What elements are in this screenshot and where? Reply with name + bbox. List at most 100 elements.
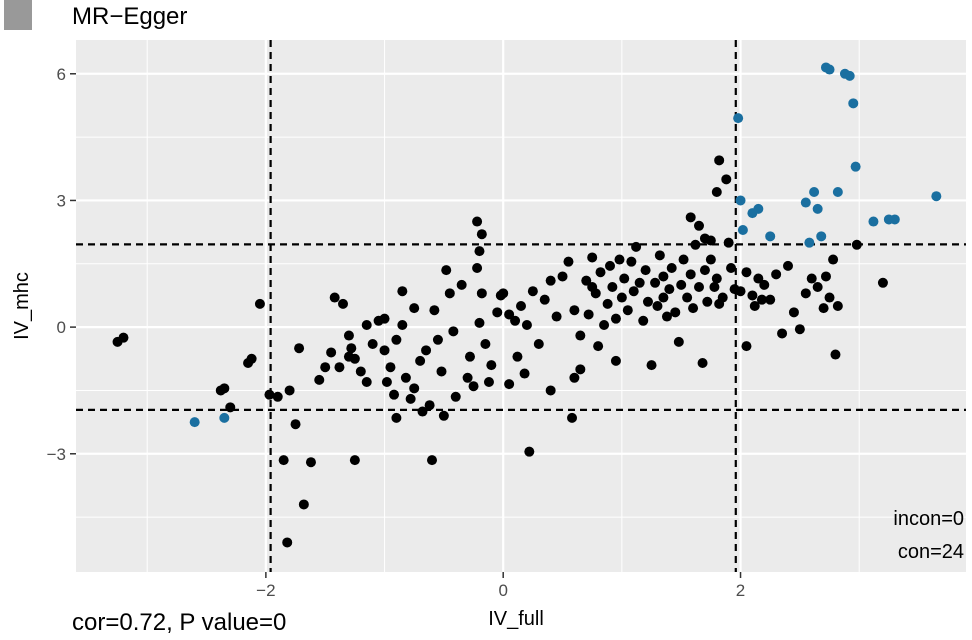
data-point-highlighted	[809, 187, 820, 197]
data-point	[634, 277, 645, 288]
data-point	[450, 391, 461, 402]
data-point	[329, 292, 340, 303]
legend-key-swatch	[4, 0, 32, 30]
data-point	[557, 271, 568, 282]
data-point	[806, 273, 817, 284]
data-point	[512, 351, 523, 362]
data-point	[717, 292, 728, 303]
data-point	[400, 372, 411, 383]
data-point	[346, 343, 357, 354]
data-point	[391, 412, 402, 423]
data-point	[800, 288, 811, 299]
data-point	[654, 250, 665, 261]
data-point	[112, 336, 123, 347]
data-point	[711, 187, 722, 197]
data-point	[381, 377, 392, 387]
data-point	[343, 351, 354, 362]
y-tick-label: −3	[47, 445, 66, 464]
axis-ticks: −2 0 2 −3 0 3 6	[47, 65, 746, 600]
data-point	[510, 315, 521, 326]
data-point-highlighted	[889, 214, 900, 225]
data-point-highlighted	[844, 70, 855, 81]
data-point	[334, 362, 345, 373]
data-point	[282, 537, 293, 548]
data-point	[462, 372, 473, 383]
data-point	[284, 385, 295, 396]
data-point	[602, 298, 613, 309]
data-point	[694, 220, 704, 231]
data-point	[355, 366, 366, 377]
data-point	[474, 317, 485, 328]
data-point	[587, 252, 598, 263]
data-point-highlighted	[189, 417, 200, 428]
data-point	[326, 347, 337, 358]
data-point	[551, 311, 562, 322]
data-point	[765, 294, 776, 305]
data-point	[666, 263, 677, 273]
data-point	[788, 307, 799, 318]
data-point	[385, 362, 396, 373]
data-point	[480, 339, 491, 349]
data-point	[519, 368, 530, 379]
data-point	[349, 455, 360, 466]
data-point	[272, 391, 283, 402]
data-point-highlighted	[850, 161, 861, 172]
data-point	[664, 284, 675, 295]
data-point	[575, 364, 586, 375]
data-point	[702, 296, 713, 307]
data-point	[626, 256, 637, 267]
data-point	[705, 254, 716, 265]
data-point	[595, 267, 606, 278]
data-point	[367, 339, 378, 349]
data-point	[305, 457, 316, 468]
data-point	[877, 277, 888, 288]
data-point	[492, 307, 503, 318]
data-point	[567, 412, 578, 423]
data-point	[254, 298, 265, 309]
data-point	[397, 286, 408, 297]
data-point	[476, 288, 487, 299]
data-point	[444, 288, 455, 299]
data-point	[468, 381, 479, 392]
data-point	[599, 320, 610, 330]
data-point	[723, 237, 734, 248]
data-point	[472, 216, 483, 227]
data-point-highlighted	[800, 197, 811, 208]
data-point-highlighted	[824, 64, 835, 75]
data-point	[828, 254, 839, 265]
data-point	[575, 330, 586, 341]
data-point	[361, 320, 372, 330]
data-point	[640, 265, 651, 276]
data-point-highlighted	[735, 195, 746, 206]
data-point	[246, 353, 257, 364]
data-point	[278, 455, 289, 466]
data-point	[527, 286, 538, 297]
data-point	[673, 336, 684, 347]
data-point	[832, 301, 843, 311]
data-point-highlighted	[733, 113, 744, 124]
data-point	[436, 366, 447, 377]
data-point	[483, 377, 494, 387]
data-point	[705, 235, 716, 246]
data-point	[741, 341, 752, 352]
data-point	[753, 273, 764, 284]
data-point	[581, 275, 592, 286]
data-point	[379, 313, 390, 324]
data-point	[652, 301, 663, 311]
data-point-highlighted	[737, 225, 748, 235]
data-point	[631, 241, 642, 252]
data-point	[721, 174, 732, 185]
data-point	[472, 263, 483, 273]
data-point	[670, 307, 681, 318]
x-tick-label: 0	[498, 581, 507, 600]
data-point	[397, 320, 408, 330]
data-point	[521, 320, 532, 330]
data-point	[851, 239, 862, 250]
x-axis-title: IV_full	[488, 608, 544, 630]
data-point	[619, 273, 630, 284]
data-point	[714, 155, 725, 166]
y-tick-label: 6	[57, 65, 66, 84]
data-point	[417, 406, 428, 417]
data-point	[379, 345, 390, 356]
